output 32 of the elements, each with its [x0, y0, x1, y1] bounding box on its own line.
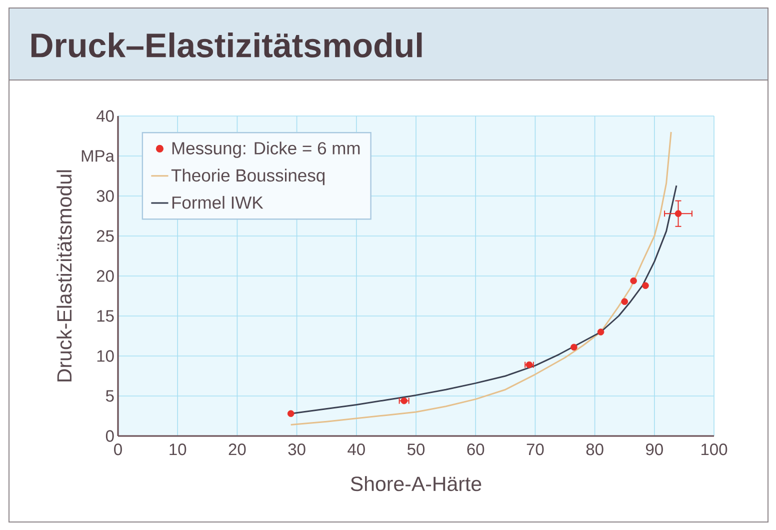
point [642, 282, 649, 289]
x-tick-label: 80 [586, 444, 604, 456]
y-tick-label: 0 [106, 430, 114, 442]
legend-label: Formel IWK [172, 196, 264, 209]
y-tick-label: 25 [96, 230, 114, 242]
x-tick-label: 90 [646, 444, 663, 456]
x-tick-label: 20 [228, 444, 246, 456]
point [621, 298, 628, 305]
x-tick-label: 100 [702, 444, 728, 456]
y-tick-label: 20 [96, 270, 114, 282]
y-tick-label: 15 [97, 310, 114, 322]
x-tick-label: 50 [407, 444, 425, 456]
point [287, 410, 294, 417]
y-tick-label: 40 [96, 110, 114, 122]
x-tick-label: 30 [288, 444, 306, 456]
point [630, 277, 637, 284]
x-tick-label: 40 [348, 444, 365, 456]
point [570, 344, 578, 351]
legend-label: Theorie Boussinesq [171, 168, 325, 186]
x-axis-title: Shore-A-Härte [350, 476, 482, 492]
x-tick-label: 0 [114, 444, 122, 456]
y-axis-title: Druck-Elastizitätsmodul [56, 170, 72, 382]
y-tick-label: 30 [96, 190, 114, 202]
x-tick-label: 10 [170, 444, 186, 456]
x-tick-label: 60 [467, 444, 484, 456]
y-tick-label: 10 [97, 350, 114, 362]
y-tick-label: 5 [106, 390, 114, 402]
y-tick-label: MPa [82, 150, 114, 162]
chart-title: Druck–Elastizitätsmodul [31, 32, 422, 58]
point [597, 328, 604, 336]
x-tick-label: 70 [526, 444, 544, 456]
legend-label: Messung: Dicke = 6 mm [172, 142, 360, 158]
